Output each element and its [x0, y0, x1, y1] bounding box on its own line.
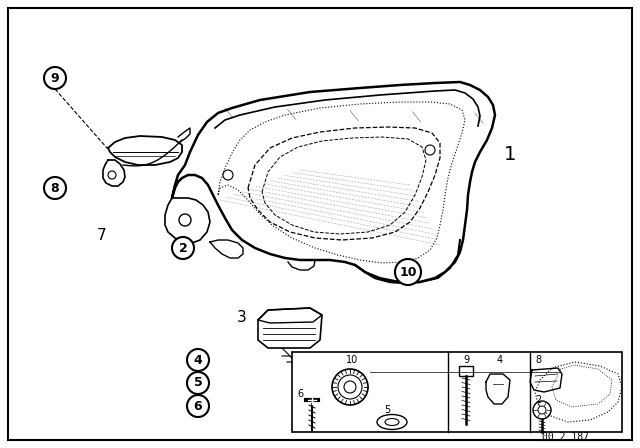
Circle shape — [344, 381, 356, 393]
Text: 4: 4 — [194, 353, 202, 366]
Text: 10: 10 — [399, 266, 417, 279]
Circle shape — [108, 171, 116, 179]
Circle shape — [425, 145, 435, 155]
Circle shape — [538, 406, 546, 414]
Text: 3: 3 — [237, 310, 247, 326]
Circle shape — [179, 214, 191, 226]
Text: 5: 5 — [384, 405, 390, 415]
Circle shape — [44, 177, 66, 199]
Text: 5: 5 — [194, 376, 202, 389]
Circle shape — [187, 349, 209, 371]
Circle shape — [332, 369, 368, 405]
Text: 6: 6 — [194, 400, 202, 413]
Text: 8: 8 — [51, 181, 60, 194]
Circle shape — [223, 170, 233, 180]
Text: 2: 2 — [535, 395, 541, 405]
Text: 10: 10 — [346, 355, 358, 365]
Circle shape — [187, 372, 209, 394]
Circle shape — [533, 401, 551, 419]
Circle shape — [395, 259, 421, 285]
Text: 9: 9 — [463, 355, 469, 365]
Text: 2: 2 — [179, 241, 188, 254]
Text: 9: 9 — [51, 72, 60, 85]
Text: 1: 1 — [504, 146, 516, 164]
Text: 00 2 187: 00 2 187 — [541, 432, 589, 442]
Text: 7: 7 — [97, 228, 107, 242]
Ellipse shape — [377, 414, 407, 430]
Ellipse shape — [385, 418, 399, 426]
Bar — [292, 352, 622, 432]
Circle shape — [44, 67, 66, 89]
Circle shape — [172, 237, 194, 259]
Text: 6: 6 — [297, 389, 303, 399]
Text: 8: 8 — [535, 355, 541, 365]
Text: 4: 4 — [497, 355, 503, 365]
Bar — [459, 366, 473, 376]
Circle shape — [187, 395, 209, 417]
Circle shape — [338, 375, 362, 399]
